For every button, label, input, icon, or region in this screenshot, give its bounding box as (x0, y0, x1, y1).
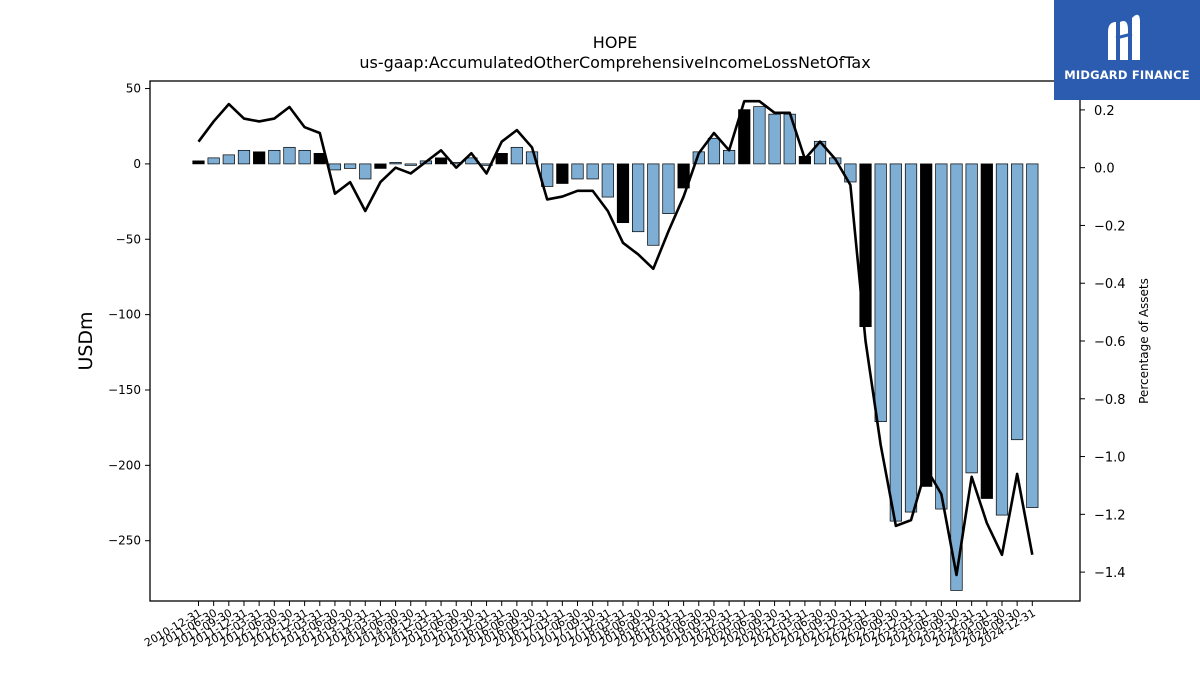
bar (1011, 163, 1024, 441)
y2-tick-label: 0.2 (1094, 104, 1115, 119)
chart-subtitle: us-gaap:AccumulatedOtherComprehensiveInc… (359, 53, 870, 72)
bar (738, 109, 751, 165)
bar (253, 151, 266, 165)
bar (313, 153, 326, 165)
bar (632, 163, 645, 233)
y-axis-label: USDm (75, 311, 97, 370)
brand-logo: MIDGARD FINANCE (1054, 0, 1200, 100)
y2-axis: 0.2 0.0 −0.2 −0.4 −0.6 −0.8 −1.0 −1.2 −1.4 (1080, 104, 1126, 581)
bar (283, 146, 296, 165)
bar (510, 146, 523, 165)
bar (677, 163, 690, 189)
logo-text: MIDGARD FINANCE (1064, 68, 1190, 82)
y2-tick-label: 0.0 (1094, 162, 1115, 177)
bars-layer (192, 106, 1039, 591)
x-axis: 2010-12-312011-06-302011-09-302011-12-31… (142, 601, 1038, 650)
bar (344, 163, 357, 169)
bar (874, 163, 887, 422)
bar (753, 106, 766, 165)
y-tick-label: −100 (108, 308, 141, 322)
bar (601, 163, 614, 198)
y2-tick-label: −0.2 (1094, 219, 1126, 234)
bar (298, 149, 311, 165)
y2-tick-label: −0.8 (1094, 393, 1126, 408)
bar (768, 113, 781, 165)
bar (389, 162, 402, 165)
chart-title: HOPE (593, 33, 637, 52)
y-tick-label: 50 (126, 82, 141, 96)
bar (268, 149, 281, 165)
series-line (197, 99, 1034, 577)
y2-axis-label: Percentage of Assets (1137, 278, 1151, 404)
bar (616, 163, 630, 224)
y2-tick-label: −1.2 (1094, 508, 1126, 523)
bar (904, 163, 918, 513)
bar (662, 163, 675, 214)
midgard-logo-icon (1108, 14, 1140, 61)
bar (920, 163, 933, 487)
y-tick-label: −250 (108, 534, 141, 548)
bar (995, 163, 1009, 516)
y-tick-label: −150 (108, 383, 141, 397)
bar (889, 163, 902, 522)
bar (571, 163, 584, 180)
bar (237, 149, 251, 165)
line-layer (197, 99, 1034, 577)
bar (647, 163, 660, 246)
bar (192, 160, 205, 165)
y-axis: 50 0 −50 −100 −150 −200 −250 (108, 82, 150, 548)
bar (935, 163, 948, 510)
bar (374, 163, 387, 169)
y-tick-label: −200 (108, 458, 141, 472)
y-tick-label: 0 (133, 157, 141, 171)
bar (965, 163, 978, 474)
bar (328, 163, 342, 171)
bar (980, 163, 993, 499)
bar (707, 137, 721, 165)
bar (859, 163, 872, 328)
bar (207, 157, 220, 165)
bar (495, 153, 508, 165)
bar (222, 154, 235, 165)
bar (359, 163, 372, 180)
bar (556, 163, 569, 184)
bar (434, 157, 448, 165)
bar (404, 163, 417, 166)
y-tick-label: −50 (116, 232, 141, 246)
y2-tick-label: −0.6 (1094, 335, 1126, 350)
y2-tick-label: −0.4 (1094, 277, 1126, 292)
bar (586, 163, 599, 180)
y2-tick-label: −1.0 (1094, 451, 1126, 466)
bar (1026, 163, 1039, 508)
bar (950, 163, 963, 591)
bar (722, 149, 736, 165)
y2-tick-label: −1.4 (1094, 566, 1126, 581)
